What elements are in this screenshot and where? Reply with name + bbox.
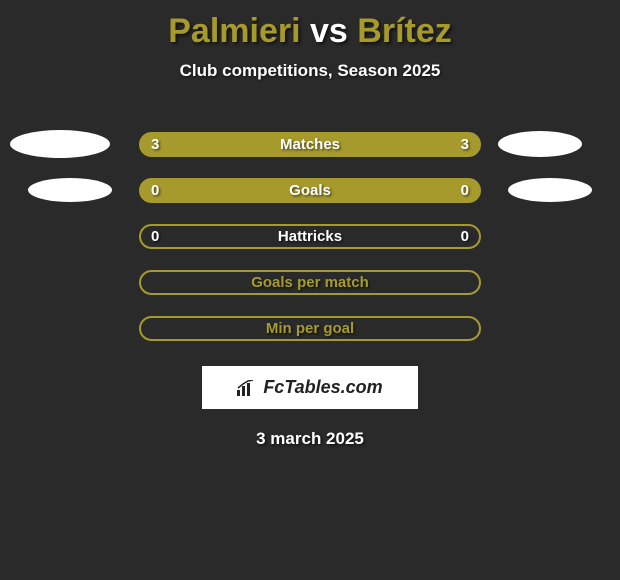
title-player2: Brítez — [357, 12, 451, 50]
stat-label: Hattricks — [278, 228, 342, 245]
stat-row: Min per goal — [0, 305, 620, 351]
left-ellipse-icon — [10, 130, 110, 158]
stat-row: Goals per match — [0, 259, 620, 305]
logo: FcTables.com — [237, 377, 382, 398]
stat-right-value: 0 — [461, 228, 469, 245]
stat-label: Goals — [289, 182, 331, 199]
right-ellipse-icon — [508, 178, 592, 202]
stat-row: 0 Hattricks 0 — [0, 213, 620, 259]
stat-bar: Min per goal — [139, 316, 481, 341]
stat-rows: 3 Matches 3 0 Goals 0 0 Hattricks 0 — [0, 121, 620, 351]
left-ellipse-icon — [28, 178, 112, 202]
stat-bar: Goals per match — [139, 270, 481, 295]
stat-label: Min per goal — [266, 320, 354, 337]
stat-right-value: 0 — [461, 182, 469, 199]
stat-right-value: 3 — [461, 136, 469, 153]
logo-text: FcTables.com — [263, 377, 382, 398]
chart-icon — [237, 380, 257, 396]
stat-row: 3 Matches 3 — [0, 121, 620, 167]
stat-left-value: 0 — [151, 228, 159, 245]
stat-left-value: 0 — [151, 182, 159, 199]
page-title: Palmieri vs Brítez — [0, 0, 620, 51]
comparison-card: Palmieri vs Brítez Club competitions, Se… — [0, 0, 620, 580]
stat-bar: 0 Hattricks 0 — [139, 224, 481, 249]
stat-bar: 3 Matches 3 — [139, 132, 481, 157]
date-label: 3 march 2025 — [0, 429, 620, 449]
title-vs: vs — [301, 12, 358, 50]
stat-label: Matches — [280, 136, 340, 153]
logo-box: FcTables.com — [202, 366, 418, 409]
stat-row: 0 Goals 0 — [0, 167, 620, 213]
title-player1: Palmieri — [168, 12, 300, 50]
stat-left-value: 3 — [151, 136, 159, 153]
right-ellipse-icon — [498, 131, 582, 157]
stat-bar: 0 Goals 0 — [139, 178, 481, 203]
subtitle: Club competitions, Season 2025 — [0, 61, 620, 81]
stat-label: Goals per match — [251, 274, 369, 291]
